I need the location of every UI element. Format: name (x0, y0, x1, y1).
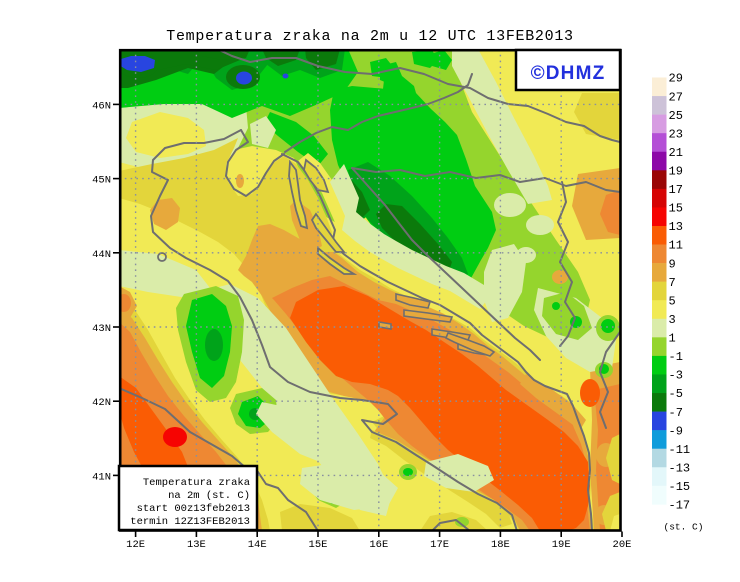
svg-text:3: 3 (669, 313, 676, 327)
svg-text:42N: 42N (92, 397, 111, 409)
svg-text:17E: 17E (430, 539, 449, 551)
svg-text:5: 5 (669, 294, 676, 308)
svg-text:44N: 44N (92, 249, 111, 261)
svg-text:41N: 41N (92, 471, 111, 483)
svg-text:19: 19 (669, 165, 683, 179)
svg-text:45N: 45N (92, 175, 111, 187)
svg-text:7: 7 (669, 276, 676, 290)
svg-text:13: 13 (669, 220, 683, 234)
svg-text:13E: 13E (187, 539, 206, 551)
svg-text:14E: 14E (248, 539, 267, 551)
svg-text:start 00z13feb2013: start 00z13feb2013 (137, 503, 250, 515)
svg-text:11: 11 (669, 239, 683, 253)
svg-text:46N: 46N (92, 100, 111, 112)
svg-text:23: 23 (669, 127, 683, 141)
svg-text:43N: 43N (92, 323, 111, 335)
svg-text:-7: -7 (669, 406, 683, 420)
svg-text:15E: 15E (309, 539, 328, 551)
svg-text:9: 9 (669, 257, 676, 271)
svg-text:19E: 19E (552, 539, 571, 551)
svg-text:termin 12Z13FEB2013: termin 12Z13FEB2013 (130, 516, 250, 528)
svg-text:©DHMZ: ©DHMZ (531, 63, 606, 84)
svg-text:-11: -11 (669, 443, 691, 457)
svg-text:Temperatura zraka: Temperatura zraka (143, 477, 250, 489)
svg-text:15: 15 (669, 202, 683, 216)
svg-text:-1: -1 (669, 350, 683, 364)
svg-text:1: 1 (669, 332, 676, 346)
svg-text:27: 27 (669, 90, 683, 104)
svg-text:-5: -5 (669, 387, 683, 401)
svg-text:25: 25 (669, 109, 683, 123)
svg-text:-3: -3 (669, 369, 683, 383)
svg-text:29: 29 (669, 72, 683, 86)
svg-text:-13: -13 (669, 461, 691, 475)
svg-text:(st. C): (st. C) (664, 522, 704, 533)
svg-text:16E: 16E (369, 539, 388, 551)
svg-text:21: 21 (669, 146, 683, 160)
svg-text:18E: 18E (491, 539, 510, 551)
svg-text:Temperatura zraka na 2m u 12 U: Temperatura zraka na 2m u 12 UTC 13FEB20… (166, 28, 573, 45)
svg-text:-15: -15 (669, 480, 691, 494)
svg-text:12E: 12E (126, 539, 145, 551)
svg-text:17: 17 (669, 183, 683, 197)
svg-text:na 2m (st. C): na 2m (st. C) (168, 490, 250, 502)
svg-text:-9: -9 (669, 424, 683, 438)
svg-text:-17: -17 (669, 499, 691, 513)
svg-text:20E: 20E (613, 539, 632, 551)
